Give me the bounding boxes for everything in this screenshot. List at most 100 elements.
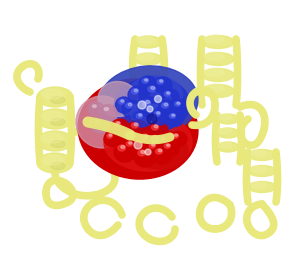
Ellipse shape	[125, 103, 133, 108]
Ellipse shape	[149, 143, 155, 148]
Ellipse shape	[139, 114, 142, 116]
Ellipse shape	[126, 133, 130, 136]
Ellipse shape	[204, 84, 224, 92]
Ellipse shape	[169, 114, 175, 118]
Ellipse shape	[157, 112, 160, 114]
Ellipse shape	[126, 142, 133, 146]
Ellipse shape	[167, 92, 170, 94]
Ellipse shape	[114, 121, 121, 126]
Ellipse shape	[164, 103, 168, 106]
Ellipse shape	[91, 117, 109, 133]
Ellipse shape	[218, 114, 232, 120]
Ellipse shape	[251, 166, 267, 172]
Ellipse shape	[76, 96, 128, 148]
Ellipse shape	[98, 81, 138, 116]
Ellipse shape	[139, 76, 157, 92]
Ellipse shape	[175, 134, 178, 136]
Ellipse shape	[167, 144, 170, 146]
Ellipse shape	[175, 102, 180, 106]
Ellipse shape	[116, 97, 133, 113]
Ellipse shape	[128, 129, 188, 169]
Ellipse shape	[124, 133, 130, 138]
Ellipse shape	[158, 137, 166, 142]
Ellipse shape	[202, 36, 234, 49]
Ellipse shape	[145, 79, 148, 81]
Ellipse shape	[251, 150, 267, 156]
Ellipse shape	[218, 142, 232, 148]
Ellipse shape	[157, 79, 164, 84]
Ellipse shape	[131, 89, 139, 94]
Ellipse shape	[37, 131, 73, 151]
Ellipse shape	[248, 182, 276, 193]
Ellipse shape	[148, 122, 168, 140]
Circle shape	[147, 106, 153, 112]
Ellipse shape	[121, 146, 125, 148]
Ellipse shape	[172, 114, 175, 116]
Ellipse shape	[104, 108, 108, 111]
Ellipse shape	[136, 53, 154, 61]
Ellipse shape	[117, 122, 120, 124]
Ellipse shape	[152, 146, 172, 164]
Ellipse shape	[202, 53, 234, 65]
Ellipse shape	[121, 100, 124, 102]
Ellipse shape	[51, 119, 65, 125]
Ellipse shape	[136, 37, 154, 44]
Ellipse shape	[160, 80, 163, 82]
Ellipse shape	[151, 87, 155, 89]
Ellipse shape	[37, 153, 73, 173]
Ellipse shape	[218, 128, 232, 134]
Ellipse shape	[169, 132, 187, 147]
Ellipse shape	[139, 97, 161, 117]
Ellipse shape	[51, 140, 65, 147]
Ellipse shape	[118, 145, 126, 151]
Ellipse shape	[130, 101, 160, 123]
Circle shape	[152, 135, 158, 143]
Ellipse shape	[134, 69, 162, 81]
Ellipse shape	[167, 112, 184, 127]
Ellipse shape	[37, 87, 73, 107]
Ellipse shape	[51, 163, 65, 170]
Ellipse shape	[37, 109, 73, 129]
Ellipse shape	[134, 89, 138, 92]
Ellipse shape	[111, 119, 129, 135]
Ellipse shape	[152, 144, 155, 146]
Ellipse shape	[146, 100, 150, 104]
Ellipse shape	[134, 36, 162, 48]
Ellipse shape	[78, 79, 198, 179]
Ellipse shape	[109, 134, 112, 136]
Ellipse shape	[154, 125, 158, 128]
Ellipse shape	[134, 147, 156, 167]
Ellipse shape	[164, 144, 170, 148]
Ellipse shape	[143, 100, 151, 106]
Ellipse shape	[137, 131, 159, 151]
Ellipse shape	[104, 113, 192, 171]
Circle shape	[154, 96, 161, 103]
Ellipse shape	[146, 141, 164, 157]
Circle shape	[138, 101, 146, 109]
Ellipse shape	[204, 68, 224, 76]
Ellipse shape	[172, 100, 188, 115]
Ellipse shape	[134, 53, 162, 65]
Ellipse shape	[217, 128, 239, 138]
Ellipse shape	[100, 104, 116, 120]
Ellipse shape	[144, 135, 148, 138]
Ellipse shape	[154, 77, 172, 93]
Ellipse shape	[142, 78, 148, 83]
Ellipse shape	[251, 182, 267, 188]
Ellipse shape	[41, 155, 63, 165]
Ellipse shape	[152, 125, 158, 130]
Ellipse shape	[141, 134, 148, 140]
Ellipse shape	[128, 76, 182, 114]
Ellipse shape	[217, 114, 239, 124]
Ellipse shape	[138, 150, 146, 156]
Ellipse shape	[177, 102, 180, 104]
Ellipse shape	[202, 69, 234, 81]
Ellipse shape	[98, 66, 198, 138]
Ellipse shape	[202, 84, 234, 97]
Ellipse shape	[144, 83, 166, 103]
Ellipse shape	[158, 149, 162, 152]
Ellipse shape	[114, 77, 190, 132]
Ellipse shape	[128, 86, 148, 104]
Ellipse shape	[248, 166, 276, 176]
Ellipse shape	[104, 132, 120, 147]
